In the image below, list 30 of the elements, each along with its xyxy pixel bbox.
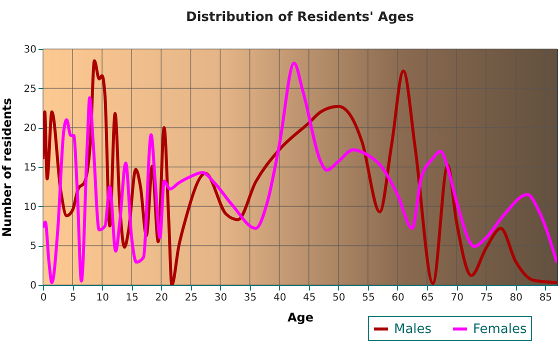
legend-label: Females (473, 322, 528, 337)
x-tick-label: 10 (96, 292, 109, 304)
x-tick-label: 25 (184, 292, 198, 304)
x-tick-label: 40 (273, 292, 286, 304)
x-tick-label: 80 (510, 292, 523, 304)
x-tick-label: 70 (450, 292, 464, 304)
x-tick-label: 5 (70, 292, 76, 304)
x-tick-label: 0 (40, 292, 47, 304)
y-tick-label: 0 (30, 280, 36, 292)
x-tick-label: 85 (539, 292, 552, 304)
legend-label: Males (394, 322, 432, 337)
x-tick-label: 60 (392, 292, 404, 304)
y-tick-label: 25 (24, 84, 36, 95)
y-tick-label: 10 (24, 202, 36, 213)
x-tick-label: 15 (126, 292, 138, 304)
x-tick-label: 30 (214, 292, 228, 304)
y-axis-title: Number of residents (0, 98, 14, 238)
chart-title: Distribution of Residents' Ages (186, 10, 414, 25)
x-tick-label: 20 (155, 292, 168, 304)
x-tick-label: 55 (362, 292, 375, 304)
x-tick-label: 35 (244, 292, 257, 304)
y-tick-label: 20 (24, 123, 36, 134)
x-tick-label: 65 (421, 292, 434, 304)
x-tick-label: 50 (332, 292, 346, 304)
y-tick-label: 30 (24, 44, 36, 56)
x-tick-label: 45 (302, 292, 316, 304)
x-axis-title: Age (287, 310, 314, 324)
y-tick-label: 5 (30, 241, 36, 252)
y-tick-label: 15 (24, 162, 36, 174)
x-tick-label: 75 (480, 292, 493, 304)
